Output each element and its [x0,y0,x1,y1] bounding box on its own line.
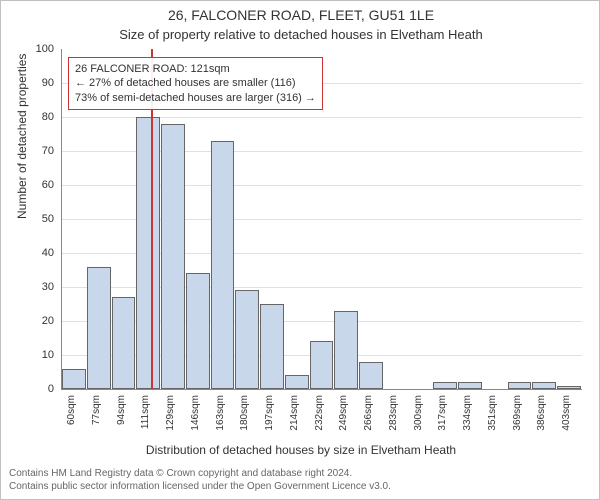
histogram-bar [433,382,457,389]
y-tick-label: 70 [42,145,54,157]
x-tick-label: 94sqm [116,395,127,425]
histogram-bar [235,290,259,389]
histogram-bar [458,382,482,389]
histogram-bar [334,311,358,389]
y-tick-label: 60 [42,179,54,191]
x-tick-label: 386sqm [536,395,547,431]
x-tick-label: 403sqm [561,395,572,431]
histogram-bar [186,273,210,389]
histogram-bar [62,369,86,389]
histogram-bar [260,304,284,389]
chart-title-sub: Size of property relative to detached ho… [1,27,600,42]
annotation-line-1: 26 FALCONER ROAD: 121sqm [75,62,316,76]
y-tick-label: 10 [42,349,54,361]
annotation-line-2: ← 27% of detached houses are smaller (11… [75,76,316,90]
chart-title-main: 26, FALCONER ROAD, FLEET, GU51 1LE [1,7,600,23]
annotation-box: 26 FALCONER ROAD: 121sqm ← 27% of detach… [68,57,323,110]
x-tick-label: 317sqm [437,395,448,431]
y-tick-label: 40 [42,247,54,259]
x-tick-label: 232sqm [314,395,325,431]
x-axis-label: Distribution of detached houses by size … [1,443,600,457]
x-tick-label: 60sqm [66,395,77,425]
footer-line-1: Contains HM Land Registry data © Crown c… [9,468,591,481]
x-tick-label: 180sqm [239,395,250,431]
x-tick-label: 146sqm [190,395,201,431]
x-tick-label: 334sqm [462,395,473,431]
histogram-bar [359,362,383,389]
x-tick-label: 249sqm [338,395,349,431]
x-tick-label: 197sqm [264,395,275,431]
x-tick-label: 111sqm [140,395,151,429]
y-tick-label: 50 [42,213,54,225]
histogram-bar [508,382,532,389]
histogram-bar [532,382,556,389]
histogram-bar [310,341,334,389]
x-tick-label: 266sqm [363,395,374,431]
histogram-bar [557,386,581,389]
x-tick-label: 77sqm [91,395,102,425]
x-tick-label: 163sqm [215,395,226,431]
x-tick-label: 300sqm [413,395,424,431]
y-tick-label: 30 [42,281,54,293]
histogram-bar [285,375,309,389]
plot-area: 010203040506070809010060sqm77sqm94sqm111… [61,49,582,390]
figure-container: 26, FALCONER ROAD, FLEET, GU51 1LE Size … [0,0,600,500]
y-tick-label: 80 [42,111,54,123]
y-tick-label: 100 [36,43,54,55]
footer-attribution: Contains HM Land Registry data © Crown c… [9,468,591,493]
footer-line-2: Contains public sector information licen… [9,481,591,494]
histogram-bar [136,117,160,389]
y-axis-label: Number of detached properties [15,54,29,219]
y-tick-label: 90 [42,77,54,89]
histogram-bar [211,141,235,389]
y-tick-label: 20 [42,315,54,327]
histogram-bar [161,124,185,389]
x-tick-label: 283sqm [388,395,399,431]
x-tick-label: 369sqm [512,395,523,431]
x-tick-label: 129sqm [165,395,176,431]
histogram-bar [87,267,111,389]
histogram-bar [112,297,136,389]
x-tick-label: 351sqm [487,395,498,431]
annotation-line-3: 73% of semi-detached houses are larger (… [75,91,316,105]
x-tick-label: 214sqm [289,395,300,431]
y-tick-label: 0 [48,383,54,395]
